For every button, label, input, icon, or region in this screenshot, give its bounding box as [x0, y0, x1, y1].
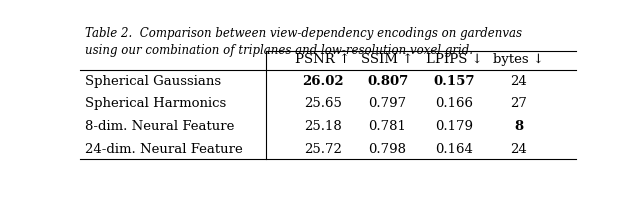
Text: 0.781: 0.781 [369, 120, 406, 133]
Text: 0.807: 0.807 [367, 75, 408, 88]
Text: 0.166: 0.166 [435, 97, 474, 110]
Text: Spherical Harmonics: Spherical Harmonics [85, 97, 226, 110]
Text: 27: 27 [511, 97, 527, 110]
Text: 8-dim. Neural Feature: 8-dim. Neural Feature [85, 120, 234, 133]
Text: Table 2.  Comparison between view-dependency encodings on gardenvas: Table 2. Comparison between view-depende… [85, 27, 522, 40]
Text: 0.164: 0.164 [436, 143, 474, 156]
Text: bytes ↓: bytes ↓ [493, 53, 545, 66]
Text: SSIM ↑: SSIM ↑ [362, 53, 413, 66]
Text: LPIPS ↓: LPIPS ↓ [426, 53, 483, 66]
Text: 25.65: 25.65 [304, 97, 342, 110]
Text: PSNR ↑: PSNR ↑ [296, 53, 351, 66]
Text: using our combination of triplanes and low-resolution voxel grid.: using our combination of triplanes and l… [85, 44, 473, 57]
Text: 0.157: 0.157 [434, 75, 476, 88]
Text: 8: 8 [515, 120, 524, 133]
Text: 0.798: 0.798 [369, 143, 406, 156]
Text: Spherical Gaussians: Spherical Gaussians [85, 75, 221, 88]
Text: 26.02: 26.02 [302, 75, 344, 88]
Text: 0.797: 0.797 [369, 97, 406, 110]
Text: 25.18: 25.18 [304, 120, 342, 133]
Text: 0.179: 0.179 [435, 120, 474, 133]
Text: 24-dim. Neural Feature: 24-dim. Neural Feature [85, 143, 243, 156]
Text: 24: 24 [511, 75, 527, 88]
Text: 25.72: 25.72 [304, 143, 342, 156]
Text: 24: 24 [511, 143, 527, 156]
